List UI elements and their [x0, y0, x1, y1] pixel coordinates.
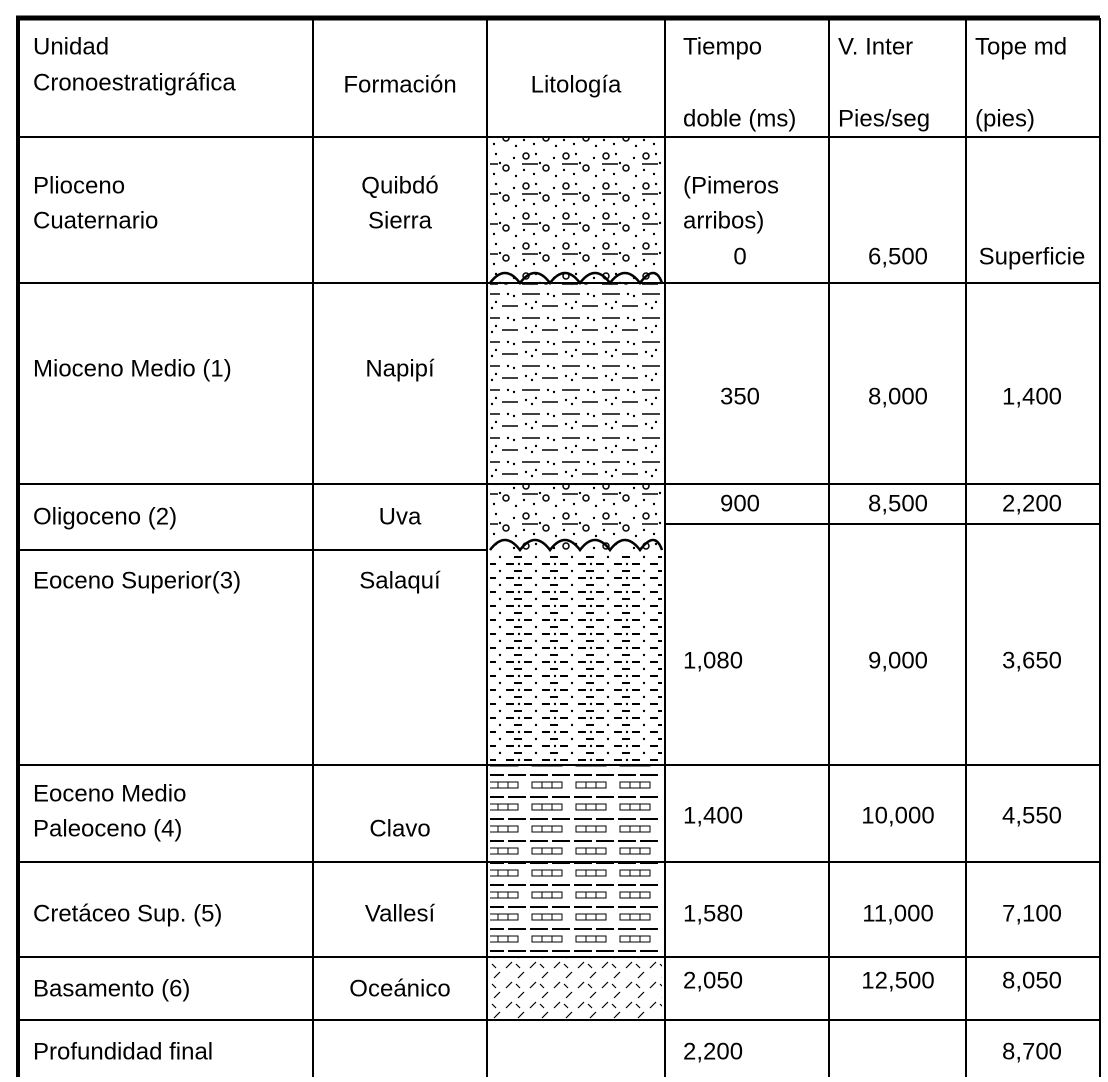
cell-text: Formación	[343, 71, 456, 98]
cell-text: 350	[720, 383, 760, 410]
cell-text: 7,100	[1002, 900, 1062, 927]
cell-text: doble (ms)	[683, 105, 796, 132]
cell-text: Basamento (6)	[33, 975, 190, 1002]
litho-shale	[490, 555, 662, 765]
litho-conglomerate	[490, 137, 662, 285]
litho-shale-lime	[490, 765, 662, 862]
cell-text: (pies)	[975, 105, 1035, 132]
cell-text: Vallesí	[365, 900, 436, 927]
grid	[16, 15, 1101, 1077]
cell-text: Paleoceno (4)	[33, 815, 182, 842]
cell-text: 2,200	[683, 1038, 743, 1065]
cell-text: Sierra	[368, 207, 433, 234]
cell-text: 10,000	[861, 802, 934, 829]
cell-text: 900	[720, 490, 760, 517]
cell-text: V. Inter	[838, 33, 913, 60]
cell-text: 0	[733, 243, 746, 270]
cell-text: (Pimeros	[683, 172, 779, 199]
cell-text: 8,000	[868, 383, 928, 410]
cell-text: 8,050	[1002, 967, 1062, 994]
cell-text: 1,400	[683, 802, 743, 829]
cell-text: Eoceno Medio	[33, 780, 186, 807]
litho-basement	[490, 957, 662, 1020]
cell-text: 1,080	[683, 647, 743, 674]
litho-sandstone	[490, 285, 662, 485]
cell-text: 1,580	[683, 900, 743, 927]
cell-text: 2,200	[1002, 490, 1062, 517]
cell-text: 11,000	[862, 900, 934, 927]
cell-text: Tiempo	[683, 33, 762, 60]
cell-text: 3,650	[1002, 647, 1062, 674]
cell-text: Oceánico	[349, 975, 450, 1002]
litho-conglomerate-2	[490, 485, 662, 550]
cell-text: Mioceno Medio (1)	[33, 355, 232, 382]
cell-text: Plioceno	[33, 172, 125, 199]
cell-text: Unidad	[33, 33, 109, 60]
cell-text: Litología	[531, 71, 622, 98]
litho-limestone	[490, 862, 662, 957]
cell-text: Profundidad final	[33, 1038, 213, 1065]
lithology-column	[489, 137, 664, 1020]
cell-text: arribos)	[683, 207, 764, 234]
cell-text: Cuaternario	[33, 207, 158, 234]
cell-text: 4,550	[1002, 802, 1062, 829]
cell-text: Salaquí	[359, 567, 441, 594]
cell-text: Cronoestratigráfica	[33, 69, 236, 96]
unconformity	[489, 538, 664, 553]
cell-text: 8,500	[868, 490, 928, 517]
cell-text: 6,500	[868, 243, 928, 270]
cell-text: Superficie	[979, 243, 1086, 270]
cell-text: Napipí	[365, 355, 435, 382]
cell-text: 2,050	[683, 967, 743, 994]
cell-text: Pies/seg	[838, 105, 930, 132]
cell-text: Oligoceno (2)	[33, 503, 177, 530]
cell-text: 8,700	[1002, 1038, 1062, 1065]
cell-text: Eoceno Superior(3)	[33, 567, 241, 594]
cell-text: 1,400	[1002, 383, 1062, 410]
cell-text: Quibdó	[361, 172, 438, 199]
cell-text: Cretáceo Sup. (5)	[33, 900, 222, 927]
cell-text: Clavo	[369, 815, 430, 842]
cell-text: 12,500	[861, 967, 934, 994]
cell-text: 9,000	[868, 647, 928, 674]
cell-text: Tope md	[975, 33, 1067, 60]
cell-text: Uva	[379, 503, 422, 530]
